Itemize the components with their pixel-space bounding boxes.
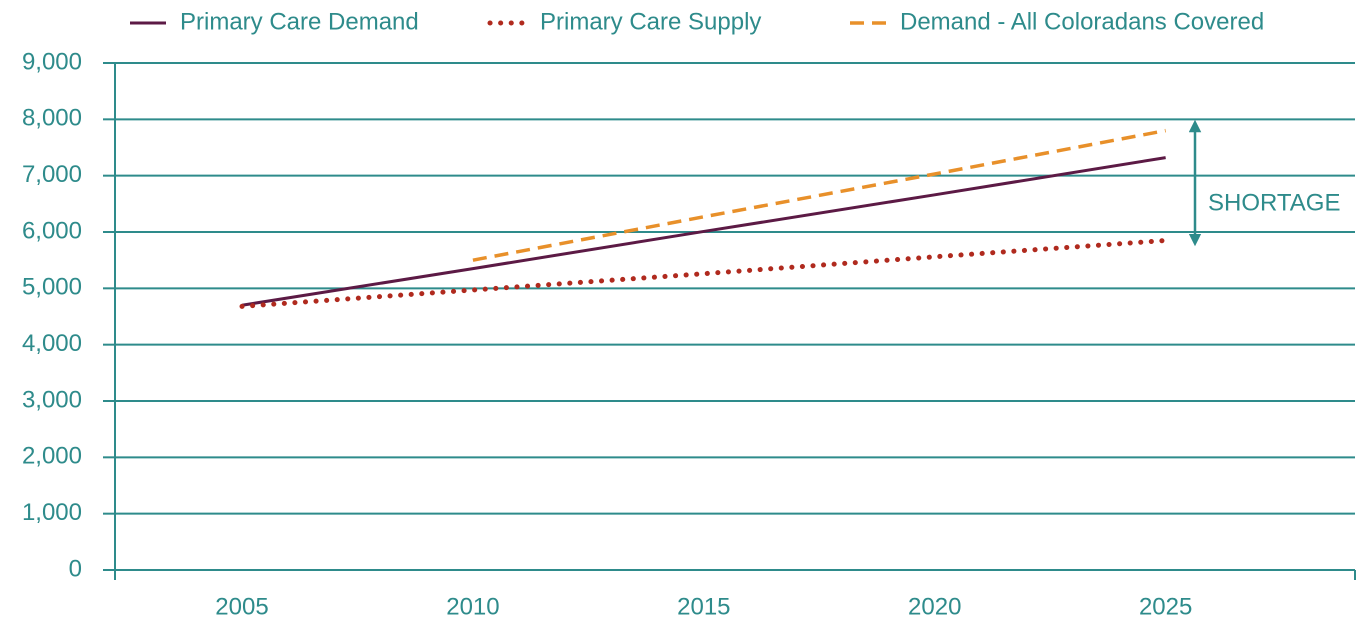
y-tick-label: 5,000: [22, 274, 82, 301]
legend-label: Primary Care Demand: [180, 8, 419, 35]
x-tick-label: 2010: [446, 593, 499, 620]
x-tick-label: 2020: [908, 593, 961, 620]
y-tick-label: 9,000: [22, 48, 82, 75]
y-tick-label: 1,000: [22, 499, 82, 526]
x-tick-label: 2015: [677, 593, 730, 620]
x-tick-label: 2005: [215, 593, 268, 620]
legend-label: Primary Care Supply: [540, 8, 761, 35]
y-tick-label: 6,000: [22, 217, 82, 244]
y-tick-label: 8,000: [22, 105, 82, 132]
series-line: [241, 156, 1166, 307]
legend-label: Demand - All Coloradans Covered: [900, 8, 1264, 35]
y-tick-label: 0: [69, 555, 82, 582]
series-line: [239, 237, 1169, 309]
y-tick-label: 2,000: [22, 443, 82, 470]
series-line: [472, 128, 1166, 262]
x-tick-label: 2025: [1139, 593, 1192, 620]
y-tick-label: 7,000: [22, 161, 82, 188]
y-tick-label: 3,000: [22, 386, 82, 413]
annotation: SHORTAGE: [1208, 189, 1340, 216]
y-tick-label: 4,000: [22, 330, 82, 357]
